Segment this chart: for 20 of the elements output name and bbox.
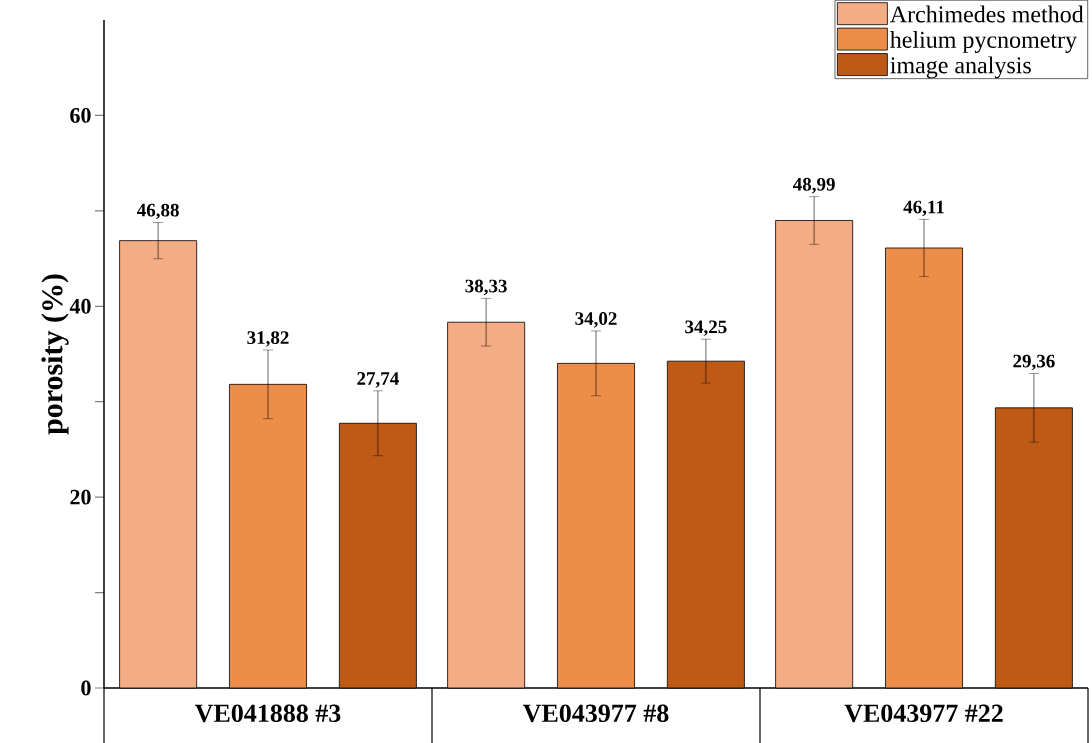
y-axis-title: porosity (%) xyxy=(41,274,69,435)
data-label: 34,02 xyxy=(575,312,617,328)
data-label: 31,82 xyxy=(247,331,289,347)
x-tick-label: VE043977 #22 xyxy=(844,704,1003,723)
x-tick-label: VE041888 #3 xyxy=(194,704,341,723)
y-tick-label: 0 xyxy=(81,680,91,696)
data-label: 48,99 xyxy=(793,177,835,194)
legend-label: Archimedes method xyxy=(890,5,1084,23)
data-label: 27,74 xyxy=(357,372,399,388)
data-label: 46,11 xyxy=(903,200,944,217)
data-label: 46,88 xyxy=(137,203,179,220)
x-tick-label: VE043977 #8 xyxy=(522,704,669,723)
data-label: 38,33 xyxy=(465,279,507,296)
legend-label: helium pycnometry xyxy=(890,31,1077,53)
legend-label: image analysis xyxy=(890,56,1031,79)
data-label: 29,36 xyxy=(1013,354,1055,371)
y-tick-label: 20 xyxy=(70,489,91,505)
data-label: 34,25 xyxy=(685,320,727,336)
y-tick-label: 40 xyxy=(69,298,91,314)
y-tick-label: 60 xyxy=(70,108,91,123)
